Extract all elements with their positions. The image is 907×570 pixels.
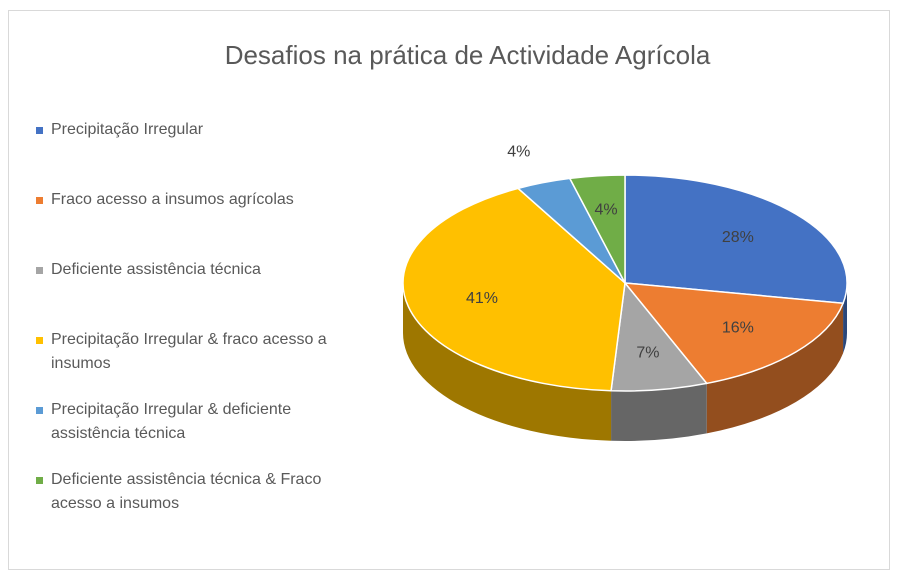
slice bbox=[568, 174, 626, 284]
legend-label: Precipitação Irregular bbox=[51, 121, 204, 138]
data-label: 41% bbox=[466, 290, 498, 307]
legend-item: Precipitação Irregular bbox=[36, 118, 336, 188]
legend-swatch bbox=[36, 197, 43, 204]
legend: Precipitação Irregular Fraco acesso a ins… bbox=[36, 118, 336, 538]
slice-side bbox=[706, 303, 844, 434]
data-label: 4% bbox=[507, 144, 530, 161]
slice-side bbox=[611, 383, 707, 442]
slice bbox=[623, 282, 845, 385]
data-label: 4% bbox=[595, 201, 618, 218]
chart: 28% 16% 7% 41% 4% 4% bbox=[402, 144, 848, 442]
data-label: 16% bbox=[722, 320, 754, 337]
slice-side bbox=[403, 283, 612, 441]
legend-label: Deficiente assistência técnica & Fraco a… bbox=[51, 471, 322, 512]
data-label: 28% bbox=[722, 229, 754, 246]
legend-item: Precipitação Irregular & fraco acesso a … bbox=[36, 328, 336, 398]
legend-item: Fraco acesso a insumos agrícolas bbox=[36, 188, 336, 258]
legend-swatch bbox=[36, 477, 43, 484]
legend-item: Deficiente assistência técnica & Fraco a… bbox=[36, 468, 336, 538]
legend-label: Precipitação Irregular & fraco acesso a … bbox=[51, 331, 327, 372]
legend-label: Precipitação Irregular & deficiente assi… bbox=[51, 401, 292, 442]
page: Desafios na prática de Actividade Agríco… bbox=[8, 10, 890, 570]
data-label: 7% bbox=[636, 345, 659, 362]
legend-swatch bbox=[36, 127, 43, 134]
legend-swatch bbox=[36, 267, 43, 274]
slice bbox=[402, 187, 626, 392]
legend-item: Deficiente assistência técnica bbox=[36, 258, 336, 328]
legend-swatch bbox=[36, 337, 43, 344]
slice bbox=[624, 174, 848, 305]
legend-swatch bbox=[36, 407, 43, 414]
legend-label: Deficiente assistência técnica bbox=[51, 261, 261, 278]
chart-title: Desafios na prática de Actividade Agríco… bbox=[224, 40, 711, 70]
legend-label: Fraco acesso a insumos agrícolas bbox=[51, 191, 294, 208]
legend-item: Precipitação Irregular & deficiente assi… bbox=[36, 398, 336, 468]
